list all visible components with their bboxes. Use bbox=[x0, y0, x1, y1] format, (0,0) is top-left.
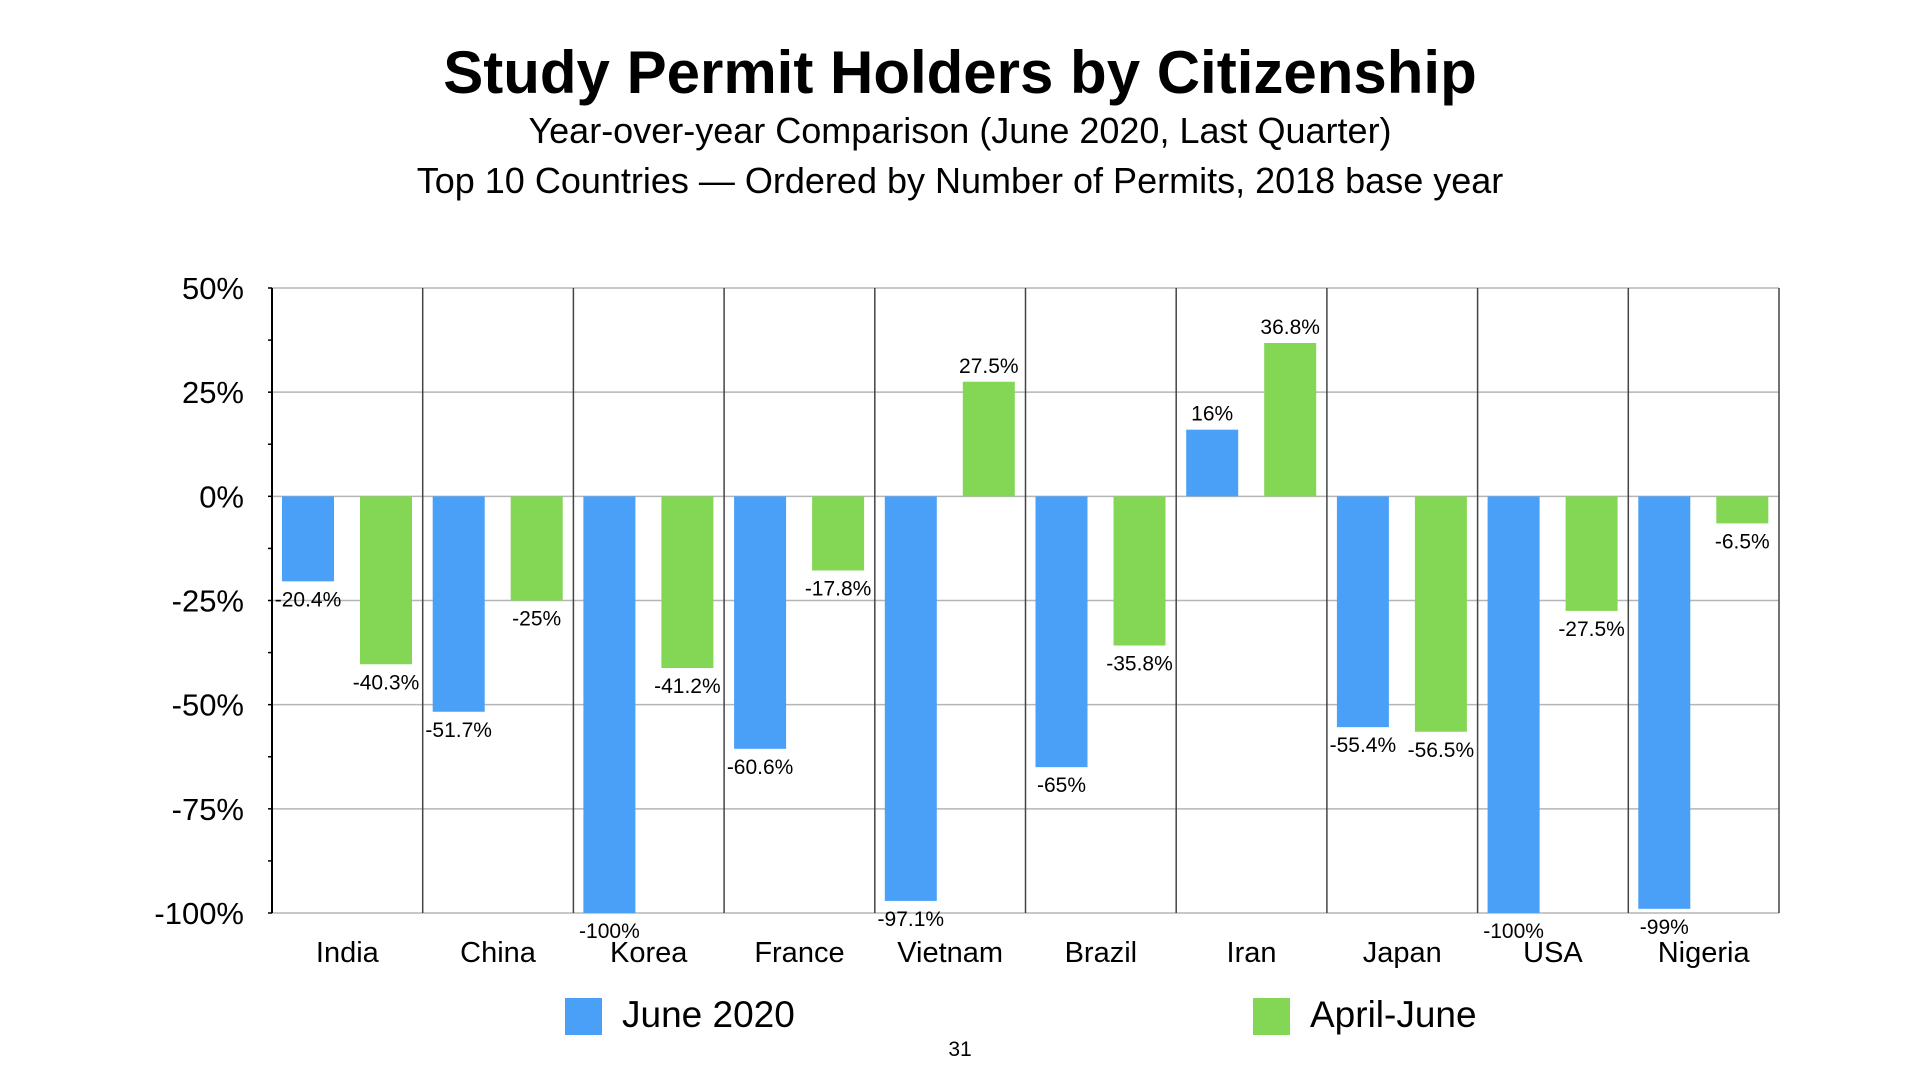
x-tick-label-nigeria: Nigeria bbox=[1658, 937, 1751, 969]
bar-june-2020-india bbox=[282, 496, 334, 582]
y-tick-label: 0% bbox=[199, 479, 244, 514]
bar-april-june-brazil bbox=[1113, 496, 1166, 646]
bar-april-june-india bbox=[360, 496, 412, 665]
bar-april-june-nigeria bbox=[1716, 496, 1769, 524]
data-label: -97.1% bbox=[878, 908, 945, 931]
x-tick-label-japan: Japan bbox=[1363, 937, 1442, 969]
data-label: 36.8% bbox=[1260, 316, 1320, 339]
data-label: -100% bbox=[1483, 920, 1544, 943]
page-number: 31 bbox=[948, 1038, 972, 1061]
bar-april-june-france bbox=[812, 496, 865, 571]
chart-title: Study Permit Holders by Citizenship bbox=[443, 39, 1477, 106]
y-tick-label: 50% bbox=[182, 271, 244, 306]
data-label: -65% bbox=[1037, 774, 1086, 797]
data-label: -100% bbox=[579, 920, 640, 943]
data-label: -35.8% bbox=[1106, 653, 1173, 676]
x-tick-label-france: France bbox=[754, 937, 844, 969]
bar-april-june-vietnam bbox=[962, 381, 1015, 497]
bar-april-june-iran bbox=[1264, 343, 1317, 497]
bar-april-june-japan bbox=[1414, 496, 1467, 732]
x-tick-label-vietnam: Vietnam bbox=[897, 937, 1003, 969]
bar-june-2020-iran bbox=[1186, 429, 1239, 497]
legend-swatch-june-2020 bbox=[565, 998, 602, 1035]
y-tick-label: 25% bbox=[182, 375, 244, 410]
data-label: -55.4% bbox=[1330, 734, 1397, 757]
data-label: -99% bbox=[1640, 916, 1689, 939]
x-tick-label-usa: USA bbox=[1523, 937, 1583, 969]
bar-april-june-korea bbox=[661, 496, 714, 668]
data-label: -25% bbox=[512, 608, 561, 631]
bar-june-2020-japan bbox=[1336, 496, 1389, 728]
data-label: -41.2% bbox=[654, 675, 721, 698]
x-tick-label-brazil: Brazil bbox=[1065, 937, 1138, 969]
x-tick-label-china: China bbox=[460, 937, 537, 969]
legend-swatch-april-june bbox=[1253, 998, 1290, 1035]
bar-june-2020-usa bbox=[1487, 496, 1540, 913]
bar-june-2020-france bbox=[734, 496, 787, 749]
bar-april-june-usa bbox=[1565, 496, 1618, 611]
bar-june-2020-nigeria bbox=[1638, 496, 1691, 909]
bar-june-2020-vietnam bbox=[884, 496, 937, 901]
bar-june-2020-korea bbox=[583, 496, 636, 913]
x-tick-label-iran: Iran bbox=[1227, 937, 1277, 969]
data-label: -51.7% bbox=[425, 719, 492, 742]
data-label: 16% bbox=[1191, 403, 1233, 426]
y-tick-label: -75% bbox=[172, 792, 244, 827]
x-tick-label-korea: Korea bbox=[610, 937, 688, 969]
bar-april-june-china bbox=[510, 496, 563, 601]
data-label: -40.3% bbox=[353, 671, 420, 694]
bar-june-2020-brazil bbox=[1035, 496, 1088, 768]
legend-label-june-2020: June 2020 bbox=[622, 994, 795, 1035]
data-label: -56.5% bbox=[1408, 739, 1475, 762]
y-tick-label: -50% bbox=[172, 688, 244, 723]
chart-subtitle-2: Top 10 Countries — Ordered by Number of … bbox=[416, 160, 1504, 201]
data-label: -17.8% bbox=[805, 578, 872, 601]
legend-label-april-june: April-June bbox=[1310, 994, 1477, 1035]
data-label: -60.6% bbox=[727, 756, 794, 779]
data-label: 27.5% bbox=[959, 355, 1019, 378]
data-label: -20.4% bbox=[275, 588, 342, 611]
data-label: -6.5% bbox=[1715, 530, 1770, 553]
chart-subtitle-1: Year-over-year Comparison (June 2020, La… bbox=[528, 110, 1392, 151]
data-label: -27.5% bbox=[1558, 618, 1625, 641]
y-tick-label: -100% bbox=[154, 896, 244, 931]
y-tick-label: -25% bbox=[172, 584, 244, 619]
x-tick-label-india: India bbox=[316, 937, 380, 969]
bar-june-2020-china bbox=[432, 496, 485, 712]
